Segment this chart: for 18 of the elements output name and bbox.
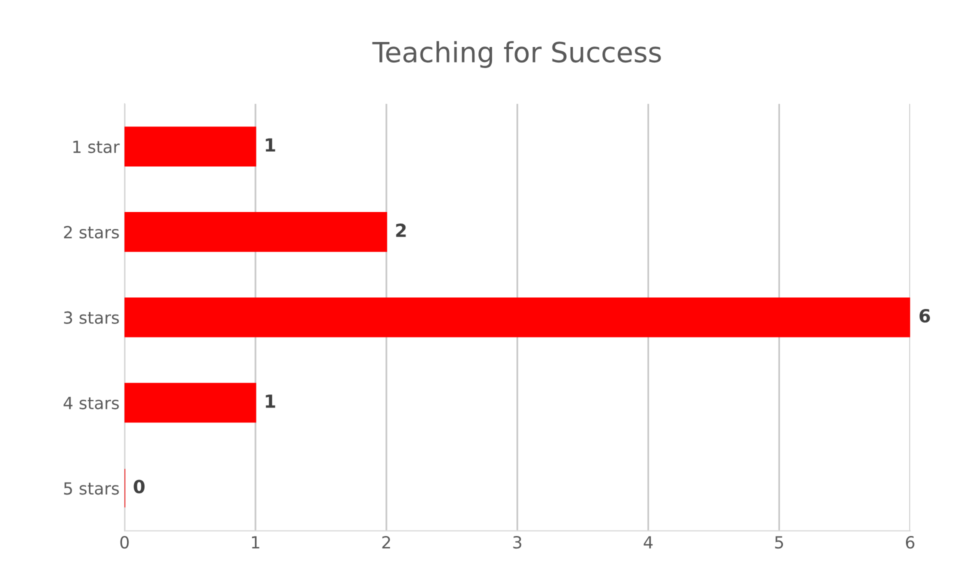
y-tick-label: 3 stars (64, 311, 119, 324)
x-tick-label: 5 (775, 536, 784, 549)
y-tick-label: 4 stars (64, 396, 119, 410)
y-tick-label: 2 stars (64, 226, 119, 239)
x-tick-label: 0 (120, 536, 129, 549)
x-tick-label: 1 (252, 536, 260, 548)
data-label: 1 (266, 138, 276, 152)
data-label: 6 (920, 308, 930, 323)
chart-title: Teaching for Success (372, 41, 661, 68)
x-tick-label: 4 (644, 536, 653, 548)
data-label: 2 (396, 224, 406, 237)
y-tick-label: 5 stars (64, 482, 119, 495)
x-tick-label: 2 (382, 536, 390, 548)
y-tick-label: 1 star (73, 140, 120, 154)
data-label: 0 (134, 480, 145, 494)
x-tick-label: 3 (513, 536, 522, 549)
x-tick-label: 6 (906, 536, 914, 549)
data-label: 1 (266, 394, 276, 408)
